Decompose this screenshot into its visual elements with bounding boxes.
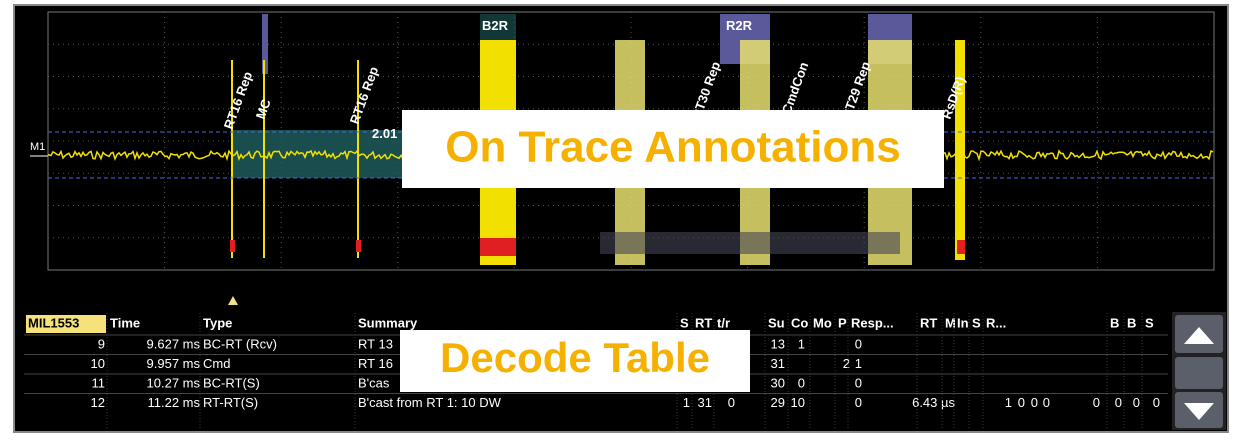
table-cell: 0: [798, 375, 805, 390]
table-cell: 0: [1018, 395, 1025, 410]
table-cell: 11.22 ms: [147, 395, 200, 410]
column-header: S: [680, 315, 689, 330]
table-cell: 0: [728, 395, 735, 410]
table-cell: 0: [855, 395, 862, 410]
trace-annotation: R2R: [726, 18, 753, 33]
table-cell: 6.43 µs: [912, 395, 955, 410]
table-cell: 30: [771, 375, 785, 390]
channel-label: M1: [30, 141, 45, 153]
table-cell: 1: [1005, 395, 1012, 410]
table-cell: 1: [798, 336, 805, 351]
table-cell: RT-RT(S): [203, 395, 258, 410]
table-cell: 13: [771, 336, 785, 351]
column-header: t/r: [717, 315, 730, 330]
column-header: R...: [986, 315, 1006, 330]
column-header: Co: [791, 315, 808, 330]
table-cell: 0: [1133, 395, 1140, 410]
column-header: S: [972, 315, 981, 330]
screen: M1 RT16 RepMCRT16 RepB2R2.01R2RRT30 RepC…: [0, 0, 1240, 438]
table-cell: 10: [91, 356, 105, 371]
table-cell: 31: [771, 356, 785, 371]
table-cell: 2: [843, 356, 850, 371]
column-header: B: [1127, 315, 1136, 330]
scroll-thumb[interactable]: [1175, 357, 1223, 389]
table-cell: 10.27 ms: [147, 375, 201, 390]
table-cell: RT 13: [358, 336, 393, 351]
table-cell: 0: [1115, 395, 1122, 410]
trace-annotation: B2R: [482, 18, 509, 33]
column-header: Summary: [358, 315, 418, 330]
column-header: Type: [203, 315, 232, 330]
table-cell: 1: [683, 395, 690, 410]
table-cell: 10: [791, 395, 805, 410]
table-cell: 31: [698, 395, 712, 410]
scrollbar: [1172, 312, 1226, 430]
callout-text: Decode Table: [440, 334, 710, 381]
column-header: RT: [695, 315, 712, 330]
table-cell: 1: [855, 356, 862, 371]
table-cell: 9.957 ms: [147, 356, 201, 371]
table-cell: 0: [1043, 395, 1050, 410]
table-cell: Cmd: [203, 356, 230, 371]
column-header: In: [957, 315, 969, 330]
table-cell: 0: [1031, 395, 1038, 410]
table-cell: B'cast from RT 1: 10 DW: [358, 395, 502, 410]
table-cell: BC-RT (Rcv): [203, 336, 277, 351]
column-header: Resp...: [851, 315, 894, 330]
column-header: Su: [768, 315, 785, 330]
table-cell: BC-RT(S): [203, 375, 260, 390]
callout-text: On Trace Annotations: [445, 123, 901, 172]
table-cell: 0: [855, 375, 862, 390]
table-cell: 9: [98, 336, 105, 351]
table-cell: 12: [91, 395, 105, 410]
column-header: B: [1110, 315, 1119, 330]
column-header: RT: [920, 315, 937, 330]
table-cell: 0: [855, 336, 862, 351]
column-header: Mo: [813, 315, 832, 330]
column-header: S: [1145, 315, 1154, 330]
column-header: Time: [110, 315, 140, 330]
column-header: P: [838, 315, 847, 330]
trace-annotation: 2.01: [372, 126, 397, 141]
table-cell: 29: [771, 395, 785, 410]
table-cell: 9.627 ms: [147, 336, 201, 351]
badge-text: MIL1553: [28, 315, 79, 330]
table-cell: 0: [1093, 395, 1100, 410]
table-cell: B'cas: [358, 375, 390, 390]
table-cell: 0: [1153, 395, 1160, 410]
table-cell: RT 16: [358, 356, 393, 371]
table-cell: 11: [92, 375, 106, 390]
oscilloscope: M1 RT16 RepMCRT16 RepB2R2.01R2RRT30 RepC…: [0, 0, 1240, 438]
